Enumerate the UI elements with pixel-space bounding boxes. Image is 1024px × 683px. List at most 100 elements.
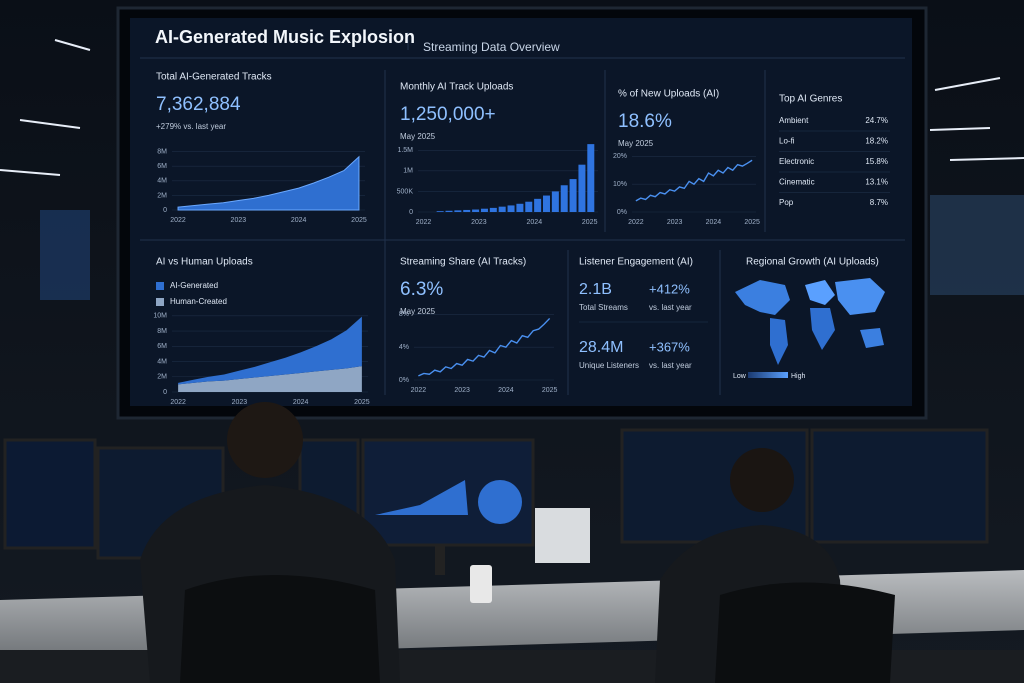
bar	[525, 201, 533, 212]
stat-value: 2.1B	[579, 281, 612, 298]
stat-label: Total Streams	[579, 303, 628, 312]
x-tick-label: 2022	[411, 387, 427, 394]
x-tick-label: 2025	[354, 399, 370, 406]
genre-share: 15.8%	[865, 157, 888, 166]
headline-note: +279% vs. last year	[156, 122, 226, 131]
x-tick-label: 2024	[291, 217, 307, 224]
area-layer	[178, 366, 362, 392]
bar	[498, 206, 506, 212]
genre-share: 13.1%	[865, 178, 888, 187]
x-tick-label: 2023	[231, 217, 247, 224]
bar	[463, 209, 471, 212]
windows	[40, 195, 1024, 300]
bar	[551, 191, 559, 212]
y-tick-label: 0%	[617, 209, 627, 216]
x-tick-label: 2023	[232, 399, 248, 406]
panel-title: Top AI Genres	[779, 94, 842, 105]
y-tick-label: 2M	[157, 192, 167, 199]
headline-value: 7,362,884	[156, 94, 241, 115]
panel-dividers	[140, 32, 905, 395]
genre-name: Cinematic	[779, 178, 815, 187]
bar	[578, 164, 586, 212]
y-tick-label: 8M	[157, 328, 167, 335]
x-tick-label: 2025	[582, 219, 598, 226]
y-tick-label: 4M	[157, 178, 167, 185]
x-tick-label: 2022	[170, 217, 186, 224]
stat-value: 28.4M	[579, 339, 623, 356]
stat-change: +367%	[649, 339, 690, 354]
y-tick-label: 4%	[399, 344, 409, 351]
legend-label: Human-Created	[170, 297, 227, 306]
map-legend-high: High	[791, 373, 806, 380]
area-layer	[178, 316, 362, 385]
panel-title: Regional Growth (AI Uploads)	[746, 257, 879, 268]
genre-name: Ambient	[779, 116, 809, 125]
stat-change: +412%	[649, 281, 690, 296]
y-tick-label: 6M	[157, 163, 167, 170]
map-legend-low: Low	[733, 373, 747, 380]
x-tick-label: 2023	[471, 219, 487, 226]
y-tick-label: 4M	[157, 358, 167, 365]
y-tick-label: 0%	[399, 377, 409, 384]
y-tick-label: 20%	[613, 153, 627, 160]
area	[177, 155, 360, 211]
headline-note: May 2025	[618, 139, 654, 148]
y-tick-label: 0	[163, 207, 167, 214]
x-tick-label: 2024	[527, 219, 543, 226]
panel-title: Listener Engagement (AI)	[579, 257, 693, 268]
x-tick-label: 2025	[542, 387, 558, 394]
headline-note: May 2025	[400, 307, 436, 316]
x-tick-label: 2025	[744, 219, 760, 226]
headline-value: 1,250,000+	[400, 104, 496, 125]
y-tick-label: 1M	[403, 168, 413, 175]
y-tick-label: 10%	[613, 181, 627, 188]
genre-share: 24.7%	[865, 116, 888, 125]
bar	[489, 207, 497, 212]
headline-note: May 2025	[400, 132, 436, 141]
x-tick-label: 2023	[667, 219, 683, 226]
x-tick-label: 2024	[498, 387, 514, 394]
bar	[436, 211, 444, 212]
legend-swatch	[156, 298, 164, 306]
stat-label: Unique Listeners	[579, 361, 639, 370]
panel-title: Total AI-Generated Tracks	[156, 72, 272, 83]
monitors	[3, 428, 989, 603]
bar	[472, 209, 480, 212]
panel-title: % of New Uploads (AI)	[618, 89, 719, 100]
x-tick-label: 2025	[351, 217, 367, 224]
dashboard-subtitle: Streaming Data Overview	[423, 40, 560, 54]
y-tick-label: 2M	[157, 374, 167, 381]
map-shapes	[735, 278, 885, 365]
y-tick-label: 1.5M	[397, 147, 413, 154]
charts: Total AI-Generated Tracks 7,362,884 +279% …	[153, 72, 890, 406]
x-tick-label: 2022	[628, 219, 644, 226]
headline-value: 6.3%	[400, 279, 443, 300]
stat-change-label: vs. last year	[649, 361, 692, 370]
stat-change-label: vs. last year	[649, 303, 692, 312]
bar	[569, 179, 577, 212]
map-legend-bar	[748, 372, 788, 378]
y-tick-label: 6M	[157, 343, 167, 350]
bar	[587, 144, 595, 212]
bar	[454, 210, 462, 212]
bar	[560, 185, 568, 212]
x-tick-label: 2024	[293, 399, 309, 406]
line	[418, 317, 551, 377]
bar	[445, 210, 453, 212]
y-tick-label: 0	[163, 389, 167, 396]
bar	[542, 195, 550, 212]
panel-title: Monthly AI Track Uploads	[400, 82, 513, 93]
dashboard-title: AI-Generated Music Explosion	[155, 27, 415, 47]
y-tick-label: 8M	[157, 148, 167, 155]
legend-label: AI-Generated	[170, 281, 218, 290]
genre-name: Pop	[779, 198, 794, 207]
x-tick-label: 2022	[416, 219, 432, 226]
people	[140, 402, 895, 683]
genre-share: 18.2%	[865, 137, 888, 146]
y-tick-label: 0	[409, 209, 413, 216]
line	[635, 159, 753, 202]
panel-title: Streaming Share (AI Tracks)	[400, 257, 526, 268]
ceiling-lights	[0, 39, 1024, 176]
x-tick-label: 2024	[706, 219, 722, 226]
